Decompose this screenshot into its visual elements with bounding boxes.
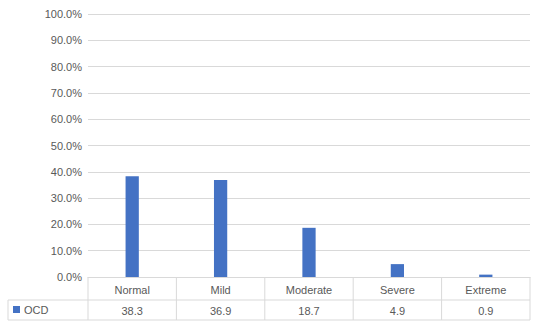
svg-text:40.0%: 40.0% [51, 166, 82, 178]
svg-text:OCD: OCD [24, 304, 49, 316]
svg-text:80.0%: 80.0% [51, 61, 82, 73]
svg-text:0.0%: 0.0% [57, 271, 82, 283]
svg-text:10.0%: 10.0% [51, 245, 82, 257]
svg-text:18.7: 18.7 [298, 305, 319, 317]
svg-text:Mild: Mild [211, 284, 231, 296]
svg-text:20.0%: 20.0% [51, 218, 82, 230]
svg-text:Extreme: Extreme [465, 284, 506, 296]
svg-text:30.0%: 30.0% [51, 192, 82, 204]
svg-text:100.0%: 100.0% [45, 8, 83, 20]
svg-text:Normal: Normal [114, 284, 149, 296]
svg-text:Moderate: Moderate [286, 284, 332, 296]
svg-text:36.9: 36.9 [210, 305, 231, 317]
svg-text:50.0%: 50.0% [51, 140, 82, 152]
svg-text:0.9: 0.9 [478, 305, 493, 317]
svg-text:70.0%: 70.0% [51, 87, 82, 99]
svg-text:38.3: 38.3 [121, 305, 142, 317]
svg-text:90.0%: 90.0% [51, 34, 82, 46]
svg-text:Severe: Severe [380, 284, 415, 296]
svg-text:60.0%: 60.0% [51, 113, 82, 125]
svg-text:4.9: 4.9 [390, 305, 405, 317]
